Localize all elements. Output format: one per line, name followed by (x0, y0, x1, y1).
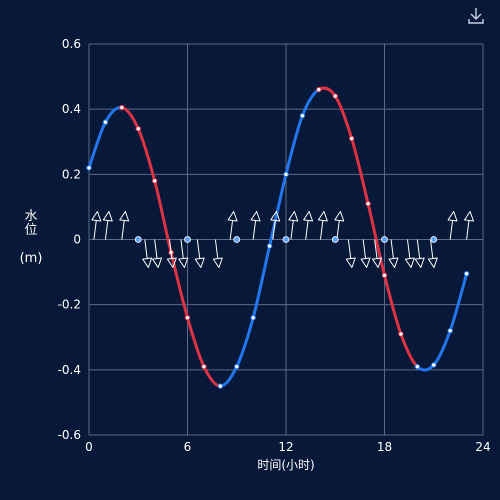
water-level-line-falling (383, 273, 403, 336)
x-tick-label: 6 (184, 440, 192, 454)
y-axis-name: 水位 (24, 209, 38, 238)
current-arrow-up (447, 211, 458, 240)
current-arrow-down (388, 239, 399, 268)
water-level-point (283, 171, 289, 178)
current-arrow-down (178, 239, 189, 268)
water-level-line-falling (153, 179, 173, 255)
current-arrow-up (464, 211, 474, 240)
water-level-point (234, 363, 240, 370)
water-level-point (299, 112, 306, 119)
water-level-line-rising (300, 88, 321, 118)
download-button[interactable] (466, 6, 486, 26)
y-tick-label: -0.2 (58, 298, 81, 312)
zero-marker (233, 236, 241, 243)
zero-marker (184, 236, 191, 243)
water-level-line-rising (235, 316, 255, 369)
water-level-point (266, 243, 273, 249)
water-level-point (184, 315, 191, 321)
water-level-point (332, 93, 338, 99)
current-arrow-down (360, 239, 371, 268)
current-arrow-down (414, 239, 425, 268)
water-level-line-falling (399, 332, 419, 369)
zero-marker (430, 236, 438, 243)
y-axis-label: 水位 (m) (17, 210, 45, 266)
water-level-point (365, 200, 371, 207)
water-level-point (135, 126, 141, 132)
water-level-line-rising (284, 114, 304, 176)
water-level-line-falling (366, 202, 386, 277)
current-arrow-up (288, 211, 299, 240)
water-level-point (463, 271, 470, 277)
zero-marker (381, 236, 388, 243)
current-arrow-up (227, 211, 238, 240)
water-level-point (431, 362, 437, 368)
water-level-line-falling (120, 106, 140, 131)
current-arrow-down (152, 239, 163, 268)
water-level-line-rising (448, 272, 469, 333)
x-axis-label: 时间(小时) (257, 458, 315, 472)
y-tick-label: -0.6 (58, 428, 81, 442)
y-tick-label: 0.4 (62, 102, 81, 116)
current-arrow-down (166, 239, 177, 268)
water-level-line-rising (432, 329, 452, 367)
current-arrow-up (270, 211, 281, 240)
y-tick-label: 0 (73, 233, 81, 247)
water-level-point (414, 363, 421, 370)
water-level-point (447, 328, 453, 334)
water-level-point (102, 119, 109, 125)
water-level-point (151, 178, 158, 184)
water-level-line-rising (251, 244, 272, 320)
water-level-line-falling (333, 94, 354, 140)
current-arrow-down (404, 239, 415, 268)
current-arrow-up (91, 211, 102, 240)
current-arrow-up (102, 211, 113, 240)
x-tick-label: 12 (278, 440, 293, 454)
current-arrow-down (345, 239, 356, 268)
water-level-point (86, 165, 92, 171)
water-level-line-rising (87, 120, 107, 170)
water-level-line-falling (169, 251, 189, 320)
y-tick-label: 0.6 (62, 37, 81, 51)
water-level-point (348, 135, 355, 142)
water-level-point (316, 86, 322, 93)
water-level-line-falling (186, 316, 206, 369)
y-axis-unit: (m) (19, 251, 43, 266)
x-tick-label: 18 (377, 440, 392, 454)
water-level-point (250, 315, 256, 321)
water-level-point (398, 331, 404, 337)
x-tick-label: 0 (85, 440, 93, 454)
current-arrow-up (303, 211, 314, 240)
water-level-point (217, 383, 224, 389)
current-arrow-up (317, 211, 328, 240)
water-level-line-falling (136, 127, 157, 183)
current-arrow-up (334, 211, 345, 240)
water-level-point (119, 104, 125, 111)
download-icon[interactable] (466, 6, 486, 26)
zero-marker (282, 236, 290, 243)
water-level-point (381, 272, 388, 279)
water-level-point (201, 363, 207, 370)
water-level-line-rising (268, 172, 288, 248)
y-tick-label: -0.4 (58, 363, 81, 377)
y-tick-label: 0.2 (62, 167, 81, 181)
current-arrow-down (427, 239, 438, 268)
current-arrow-down (372, 239, 382, 268)
x-tick-label: 24 (475, 440, 490, 454)
current-arrow-down (194, 239, 205, 268)
zero-marker (331, 236, 339, 243)
water-level-line-falling (350, 136, 370, 206)
current-arrow-up (119, 211, 130, 240)
current-arrow-down (142, 239, 153, 268)
current-arrow-down (212, 239, 223, 268)
zero-marker (134, 236, 142, 243)
current-arrow-up (250, 211, 261, 240)
